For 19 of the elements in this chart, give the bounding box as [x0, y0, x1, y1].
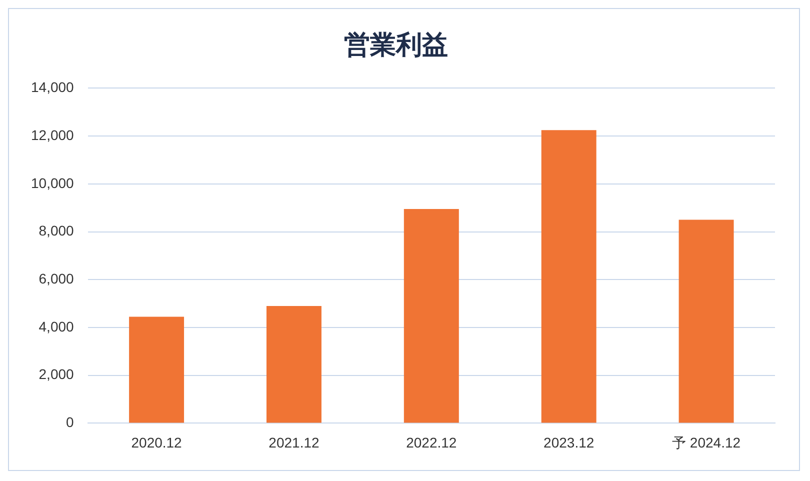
x-tick-label: 2023.12	[544, 434, 594, 450]
y-tick-label: 2,000	[38, 366, 74, 382]
bar	[266, 306, 322, 423]
x-tick-label: 2021.12	[268, 434, 320, 450]
x-tick-label: 予 2024.12	[672, 434, 741, 450]
x-tick-label: 2020.12	[131, 434, 182, 450]
y-tick-label: 12,000	[30, 126, 74, 143]
y-tick-label: 4,000	[38, 318, 74, 334]
y-tick-label: 14,000	[30, 79, 74, 96]
bar	[541, 130, 596, 423]
chart-title: 営業利益	[344, 30, 448, 60]
x-tick-label: 2022.12	[406, 434, 457, 450]
y-tick-label: 6,000	[38, 270, 74, 286]
y-tick-label: 8,000	[38, 222, 74, 239]
bar	[129, 316, 184, 423]
bar	[404, 209, 459, 423]
y-tick-label: 10,000	[30, 174, 74, 191]
y-tick-label: 0	[66, 414, 74, 430]
bar	[678, 220, 734, 423]
